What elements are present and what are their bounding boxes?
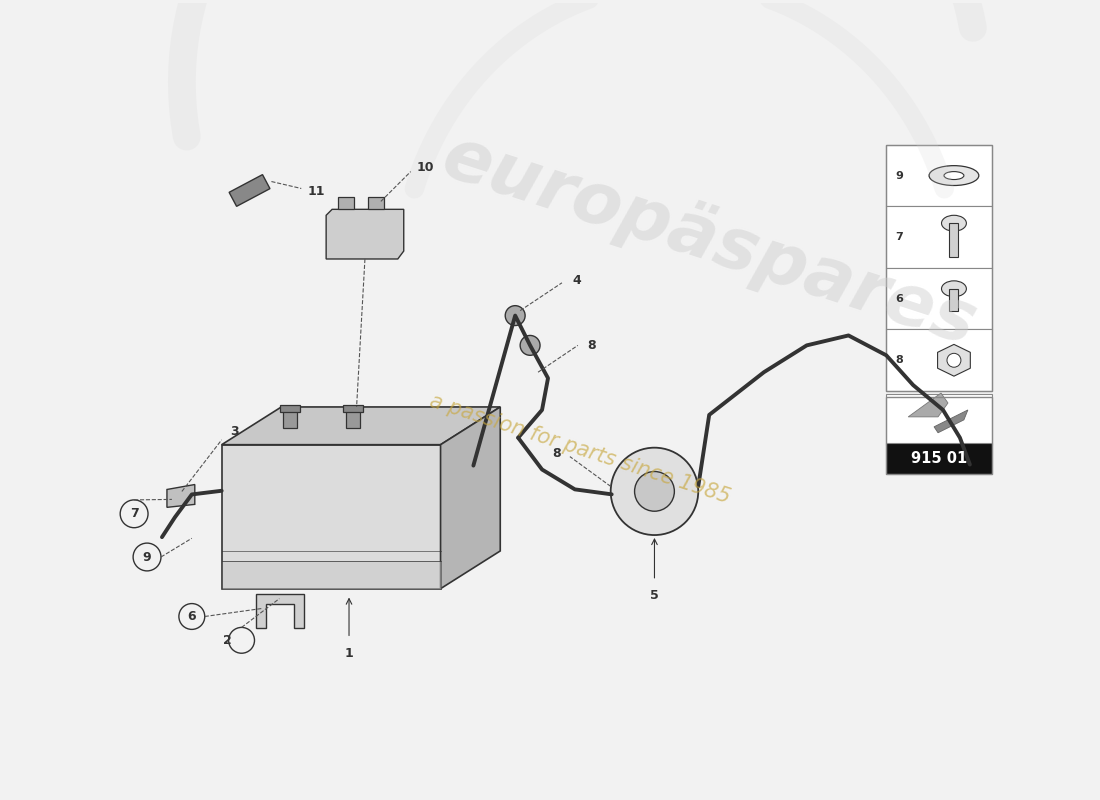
Text: 6: 6 — [895, 294, 903, 304]
Circle shape — [505, 306, 525, 326]
Bar — [949, 289, 958, 310]
Ellipse shape — [942, 215, 967, 231]
Text: europäspares: europäspares — [433, 122, 984, 361]
Text: 2: 2 — [223, 634, 232, 647]
Circle shape — [520, 335, 540, 355]
Text: 4: 4 — [572, 274, 581, 287]
Text: 9: 9 — [143, 550, 152, 563]
Circle shape — [610, 448, 698, 535]
FancyBboxPatch shape — [887, 268, 992, 330]
Bar — [338, 198, 354, 210]
Ellipse shape — [944, 171, 964, 179]
Text: 3: 3 — [230, 426, 239, 438]
Bar — [284, 408, 297, 428]
Circle shape — [635, 471, 674, 511]
Polygon shape — [934, 410, 968, 433]
Text: 7: 7 — [130, 507, 139, 520]
Ellipse shape — [930, 166, 979, 186]
Bar — [367, 198, 384, 210]
Text: 8: 8 — [587, 339, 596, 352]
Polygon shape — [909, 393, 948, 417]
FancyBboxPatch shape — [887, 330, 992, 391]
Bar — [346, 408, 360, 428]
FancyBboxPatch shape — [887, 145, 992, 206]
FancyBboxPatch shape — [887, 206, 992, 268]
Bar — [343, 405, 363, 412]
Text: 11: 11 — [307, 185, 324, 198]
Polygon shape — [326, 210, 404, 259]
FancyBboxPatch shape — [887, 394, 992, 445]
Text: 7: 7 — [895, 232, 903, 242]
Polygon shape — [222, 445, 441, 589]
Bar — [949, 223, 958, 257]
Text: a passion for parts since 1985: a passion for parts since 1985 — [427, 391, 733, 508]
FancyBboxPatch shape — [887, 442, 992, 474]
Polygon shape — [937, 344, 970, 376]
Text: 8: 8 — [552, 447, 561, 460]
Polygon shape — [256, 594, 305, 629]
Polygon shape — [167, 485, 195, 507]
Circle shape — [947, 354, 961, 367]
Text: 1: 1 — [344, 646, 353, 660]
Text: 5: 5 — [650, 589, 659, 602]
Polygon shape — [229, 174, 270, 206]
Polygon shape — [441, 407, 500, 589]
Bar — [280, 405, 300, 412]
Text: 9: 9 — [895, 170, 903, 181]
Text: 6: 6 — [187, 610, 196, 623]
Text: 915 01: 915 01 — [911, 451, 967, 466]
Text: 10: 10 — [417, 161, 434, 174]
Polygon shape — [222, 561, 441, 589]
Text: 8: 8 — [895, 355, 903, 366]
Polygon shape — [222, 407, 500, 445]
Ellipse shape — [942, 281, 967, 297]
